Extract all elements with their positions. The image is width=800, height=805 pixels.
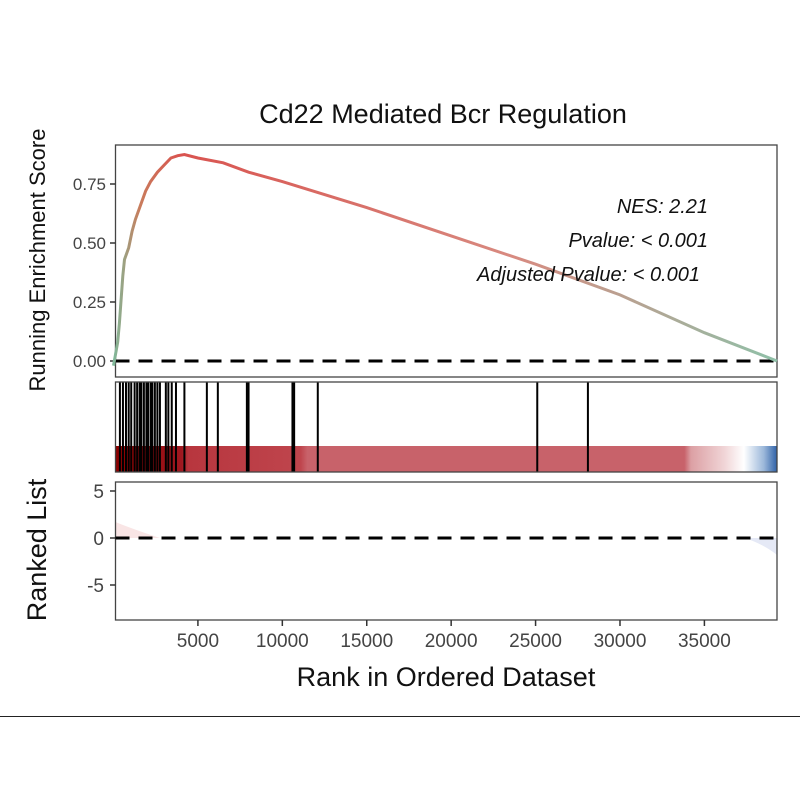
ranked-panel-border	[114, 481, 778, 621]
x-tick-label: 30000	[594, 631, 647, 652]
enrichment-score-panel: 0.00 0.25 0.50 0.75 NES: 2.21 Pvalue: < 0.0…	[73, 144, 778, 378]
ranked-y-tick-label: -5	[87, 576, 104, 597]
es-panel-border	[114, 144, 778, 378]
x-tick-label: 20000	[425, 631, 478, 652]
annotation-adj-pvalue: Adjusted Pvalue: < 0.001	[476, 264, 700, 286]
y-axis-label-es: Running Enrichment Score	[25, 129, 50, 392]
ranked-list-panel: 5 0 -5 5000 10000 15000 20000 25000 30000 35000	[87, 481, 778, 652]
es-y-tick-label: 0.75	[73, 175, 106, 194]
annotation-nes: NES: 2.21	[617, 196, 708, 218]
ranked-y-tick-label: 5	[93, 482, 104, 503]
rank-color-strip	[115, 446, 777, 472]
es-y-tick-label: 0.50	[73, 234, 106, 253]
annotation-pvalue: Pvalue: < 0.001	[568, 230, 708, 252]
hit-panel-border	[114, 381, 778, 473]
ranked-y-tick-label: 0	[93, 529, 104, 550]
es-y-tick-label: 0.00	[73, 352, 106, 371]
x-tick-label: 25000	[509, 631, 562, 652]
x-tick-label: 35000	[678, 631, 731, 652]
x-axis-label: Rank in Ordered Dataset	[297, 662, 596, 692]
gene-hit-panel	[114, 381, 778, 473]
ranked-positive-area	[115, 522, 160, 538]
chart-title: Cd22 Mediated Bcr Regulation	[259, 99, 627, 129]
divider-line	[0, 716, 800, 717]
es-curve	[112, 152, 778, 366]
x-tick-label: 15000	[340, 631, 393, 652]
y-axis-label-ranked: Ranked List	[22, 478, 52, 621]
x-tick-label: 5000	[177, 631, 219, 652]
es-y-tick-label: 0.25	[73, 293, 106, 312]
ranked-negative-area	[745, 538, 777, 555]
x-tick-label: 10000	[256, 631, 309, 652]
